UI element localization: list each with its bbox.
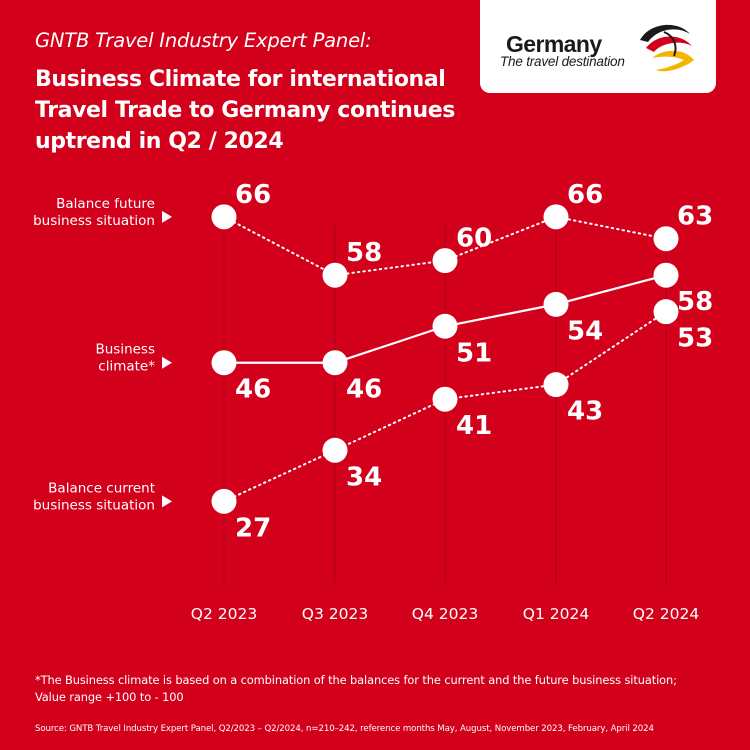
footnote-line-2: Value range +100 to - 100 [35,690,184,704]
series-label: Balance current [48,480,155,496]
footnote-line-1: *The Business climate is based on a comb… [35,673,677,687]
data-label: 58 [346,238,382,268]
series-label-marker [162,210,172,223]
data-label: 63 [677,202,713,232]
data-point [211,488,237,514]
logo-tagline: The travel destination [500,54,625,69]
data-point [432,313,458,339]
data-label: 51 [456,338,492,368]
x-tick-label: Q4 2023 [412,605,478,623]
data-point [211,350,237,376]
data-labels: 66 58 60 66 63 46 46 51 54 58 27 34 41 43 53 [235,180,713,544]
data-point [543,372,569,398]
series-label: business situation [33,213,155,229]
chart-title: Business Climate for international Trave… [35,64,475,157]
series-label: climate* [98,359,155,375]
data-point [653,299,679,325]
chart-title-line-1: Business Climate for international [35,67,446,92]
x-axis-labels: Q2 2023 Q3 2023 Q4 2023 Q1 2024 Q2 2024 [191,605,699,623]
data-label: 54 [567,316,603,346]
data-label: 46 [346,375,382,405]
x-tick-label: Q1 2024 [523,605,589,623]
chart-title-line-3: uptrend in Q2 / 2024 [35,129,284,154]
footnote: *The Business climate is based on a comb… [35,672,725,706]
x-tick-label: Q2 2024 [633,605,699,623]
data-point [322,437,348,463]
x-tick-label: Q3 2023 [302,605,368,623]
data-point [322,350,348,376]
series-label: business situation [33,497,155,513]
data-label: 66 [235,180,271,210]
data-label: 27 [235,513,271,543]
data-label: 46 [235,375,271,405]
data-label: 53 [677,324,713,354]
data-points [211,204,679,514]
data-point [543,291,569,317]
header: GNTB Travel Industry Expert Panel: Busin… [35,28,475,157]
data-point [653,262,679,288]
data-label: 41 [456,411,492,441]
data-label: 60 [456,224,492,254]
germany-logo: Germany The travel destination [480,0,716,93]
data-point [432,248,458,274]
data-label: 66 [567,180,603,210]
data-point [322,262,348,288]
series-label-marker [162,356,172,369]
source-note: Source: GNTB Travel Industry Expert Pane… [35,724,654,734]
eagle-swoosh-icon [640,24,694,72]
series-label: Balance future [56,196,155,212]
series-label: Business [95,342,155,358]
chart-title-line-2: Travel Trade to Germany continues [35,98,455,123]
data-point [543,204,569,230]
series-label-marker [162,495,172,508]
data-label: 34 [346,462,382,492]
data-label: 58 [677,287,713,317]
data-point [653,226,679,252]
chart-subtitle: GNTB Travel Industry Expert Panel: [35,29,372,52]
data-label: 43 [567,397,603,427]
data-point [211,204,237,230]
data-point [432,386,458,412]
logo-name: Germany [506,31,602,57]
x-tick-label: Q2 2023 [191,605,257,623]
